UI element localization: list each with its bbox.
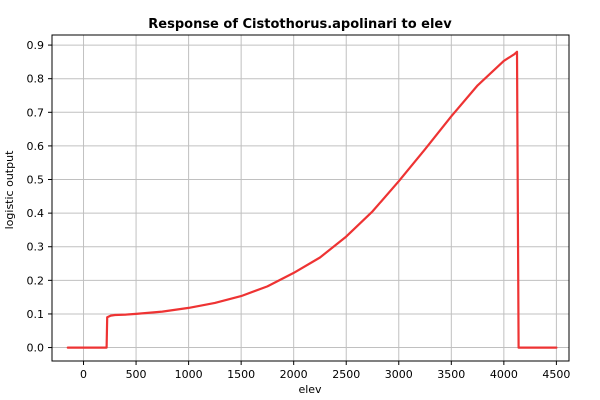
plot-frame: [51, 34, 570, 362]
x-tick-label: 1000: [175, 368, 203, 381]
x-tick-label: 4500: [542, 368, 570, 381]
x-axis-label: elev: [298, 383, 322, 396]
response-curve: [66, 50, 558, 349]
y-tick-label: 0.9: [27, 39, 45, 52]
x-tick-label: 3500: [437, 368, 465, 381]
y-tick-label: 0.8: [27, 73, 45, 86]
y-tick-label: 0.5: [27, 174, 45, 187]
x-tick-label: 3000: [385, 368, 413, 381]
y-tick-label: 0.3: [27, 241, 45, 254]
x-tick-label: 1500: [227, 368, 255, 381]
y-tick-label: 0.2: [27, 274, 45, 287]
y-tick-label: 0.7: [27, 106, 45, 119]
y-tick-label: 0.6: [27, 140, 45, 153]
grid: [52, 35, 569, 361]
chart-title: Response of Cistothorus.apolinari to ele…: [148, 17, 452, 32]
x-tick-label: 4000: [490, 368, 518, 381]
x-tick-label: 2500: [332, 368, 360, 381]
y-tick-label: 0.0: [27, 342, 45, 355]
y-tick-label: 0.1: [27, 308, 45, 321]
x-tick-label: 500: [126, 368, 147, 381]
axis-ticks: 0 500 1000 1500 2000 2500 3000 3500 4000 4500 0.0 0…: [27, 39, 571, 381]
y-tick-label: 0.4: [27, 207, 45, 220]
series-layer: [66, 50, 558, 349]
x-tick-label: 2000: [280, 368, 308, 381]
y-axis-label: logistic output: [3, 150, 16, 229]
x-tick-label: 0: [80, 368, 87, 381]
